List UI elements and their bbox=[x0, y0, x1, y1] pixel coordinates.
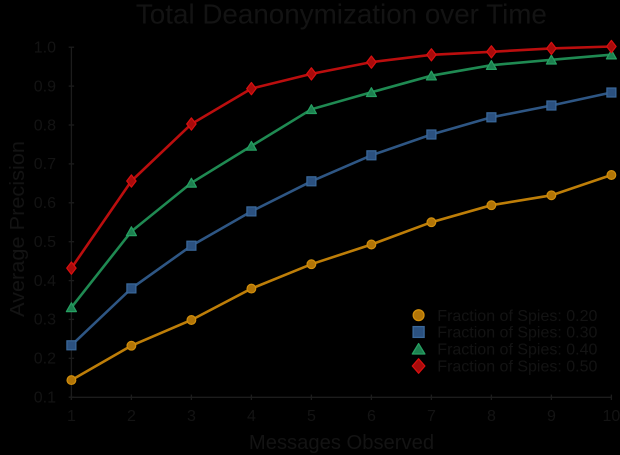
svg-text:Average Precision: Average Precision bbox=[7, 141, 29, 317]
svg-text:5: 5 bbox=[307, 408, 316, 425]
svg-text:1: 1 bbox=[67, 408, 76, 425]
svg-text:Messages Observed: Messages Observed bbox=[249, 432, 434, 454]
svg-text:Fraction of Spies: 0.40: Fraction of Spies: 0.40 bbox=[437, 341, 597, 358]
svg-text:0.6: 0.6 bbox=[34, 195, 56, 212]
svg-text:0.1: 0.1 bbox=[34, 390, 56, 407]
svg-text:8: 8 bbox=[487, 408, 496, 425]
svg-text:Fraction of Spies: 0.20: Fraction of Spies: 0.20 bbox=[437, 308, 597, 325]
svg-text:0.7: 0.7 bbox=[34, 156, 56, 173]
svg-text:1.0: 1.0 bbox=[34, 40, 56, 57]
svg-text:0.4: 0.4 bbox=[34, 273, 56, 290]
svg-text:10: 10 bbox=[603, 408, 620, 425]
svg-text:6: 6 bbox=[367, 408, 376, 425]
svg-text:3: 3 bbox=[187, 408, 196, 425]
svg-text:Total Deanonymization over Tim: Total Deanonymization over Time bbox=[136, 0, 547, 30]
svg-text:Fraction of Spies: 0.30: Fraction of Spies: 0.30 bbox=[437, 325, 597, 342]
svg-text:0.8: 0.8 bbox=[34, 117, 56, 134]
svg-text:Fraction of Spies: 0.50: Fraction of Spies: 0.50 bbox=[437, 359, 597, 376]
svg-text:0.2: 0.2 bbox=[34, 351, 56, 368]
svg-text:4: 4 bbox=[247, 408, 256, 425]
svg-text:0.5: 0.5 bbox=[34, 234, 56, 251]
svg-text:0.9: 0.9 bbox=[34, 78, 56, 95]
svg-text:0.3: 0.3 bbox=[34, 312, 56, 329]
svg-text:2: 2 bbox=[127, 408, 136, 425]
svg-text:9: 9 bbox=[547, 408, 556, 425]
svg-text:7: 7 bbox=[427, 408, 436, 425]
